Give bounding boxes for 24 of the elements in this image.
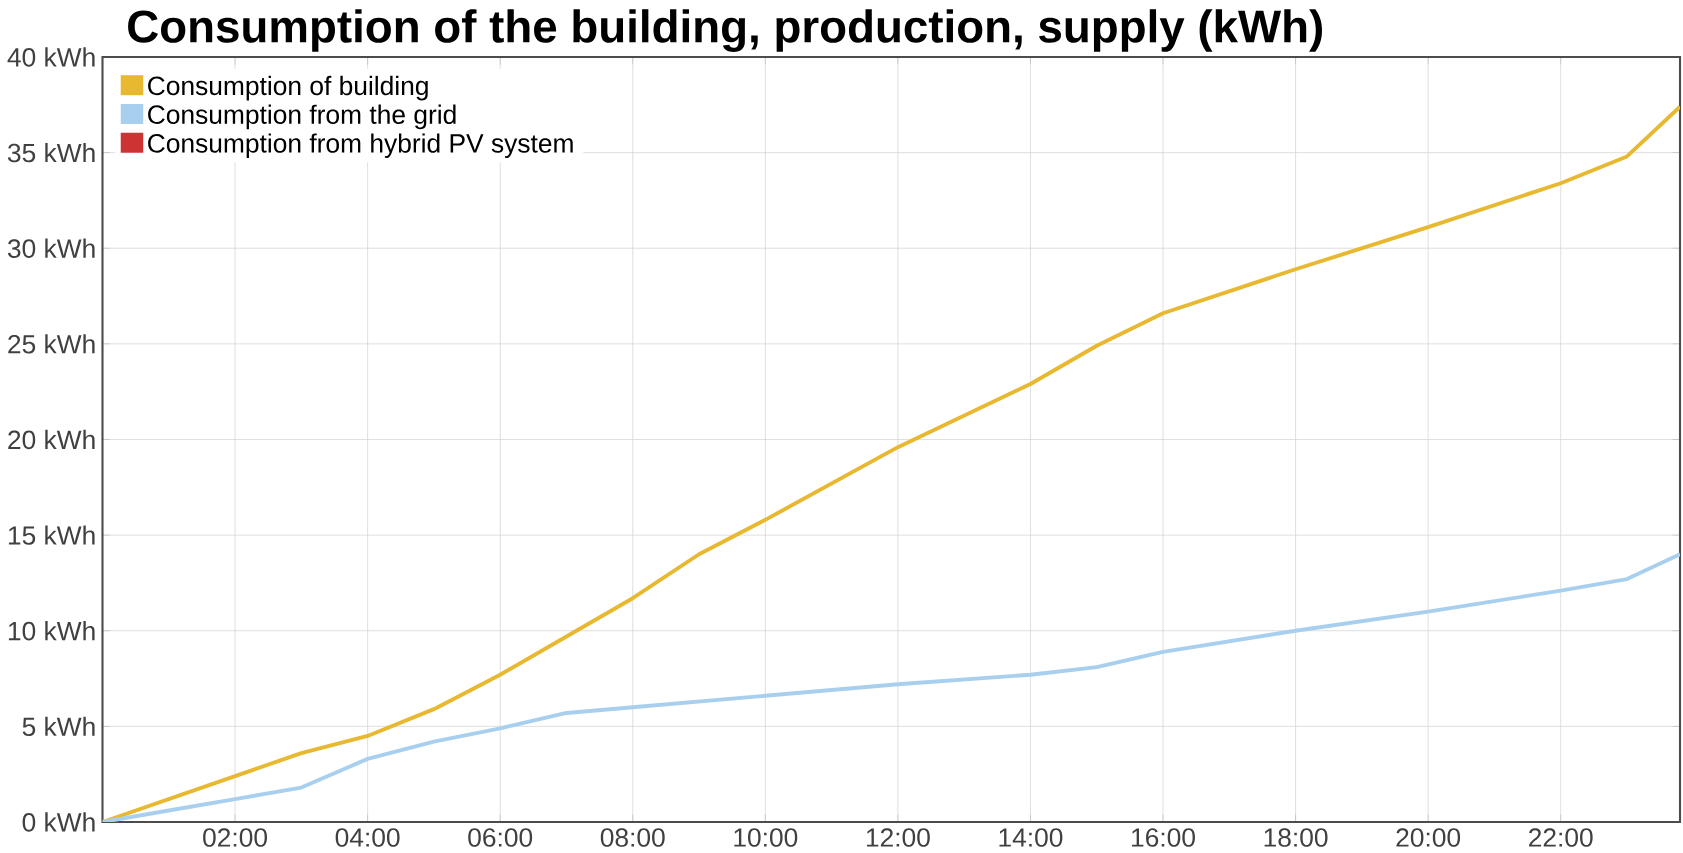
- x-tick-label: 06:00: [468, 828, 533, 847]
- y-tick-label: 0 kWh: [22, 812, 95, 832]
- x-tick-label: 14:00: [999, 828, 1063, 847]
- chart-title: Consumption of the building, production, supply (kWh): [128, 9, 1322, 52]
- x-tick-label: 12:00: [866, 828, 930, 847]
- x-tick-label: 22:00: [1529, 828, 1593, 847]
- y-tick-label: 10 kWh: [8, 621, 95, 641]
- y-tick-label: 25 kWh: [8, 334, 95, 354]
- legend-label: Consumption from hybrid PV system: [148, 133, 573, 158]
- legend-label: Consumption from the grid: [148, 104, 456, 130]
- y-tick-label: 35 kWh: [7, 142, 95, 163]
- y-tick-label: 20 kWh: [8, 429, 95, 450]
- x-tick-label: 02:00: [203, 828, 267, 847]
- x-tick-label: 10:00: [734, 828, 798, 847]
- x-tick-label: 08:00: [600, 828, 665, 847]
- x-tick-label: 20:00: [1396, 828, 1461, 847]
- x-tick-label: 16:00: [1132, 828, 1195, 847]
- y-tick-label: 15 kWh: [8, 525, 95, 545]
- legend-label: Consumption of building: [148, 75, 428, 101]
- x-tick-label: 18:00: [1264, 828, 1328, 847]
- y-tick-label: 40 kWh: [7, 47, 95, 67]
- x-tick-label: 04:00: [335, 828, 400, 847]
- y-tick-label: 30 kWh: [7, 238, 95, 258]
- y-tick-label: 5 kWh: [22, 716, 95, 737]
